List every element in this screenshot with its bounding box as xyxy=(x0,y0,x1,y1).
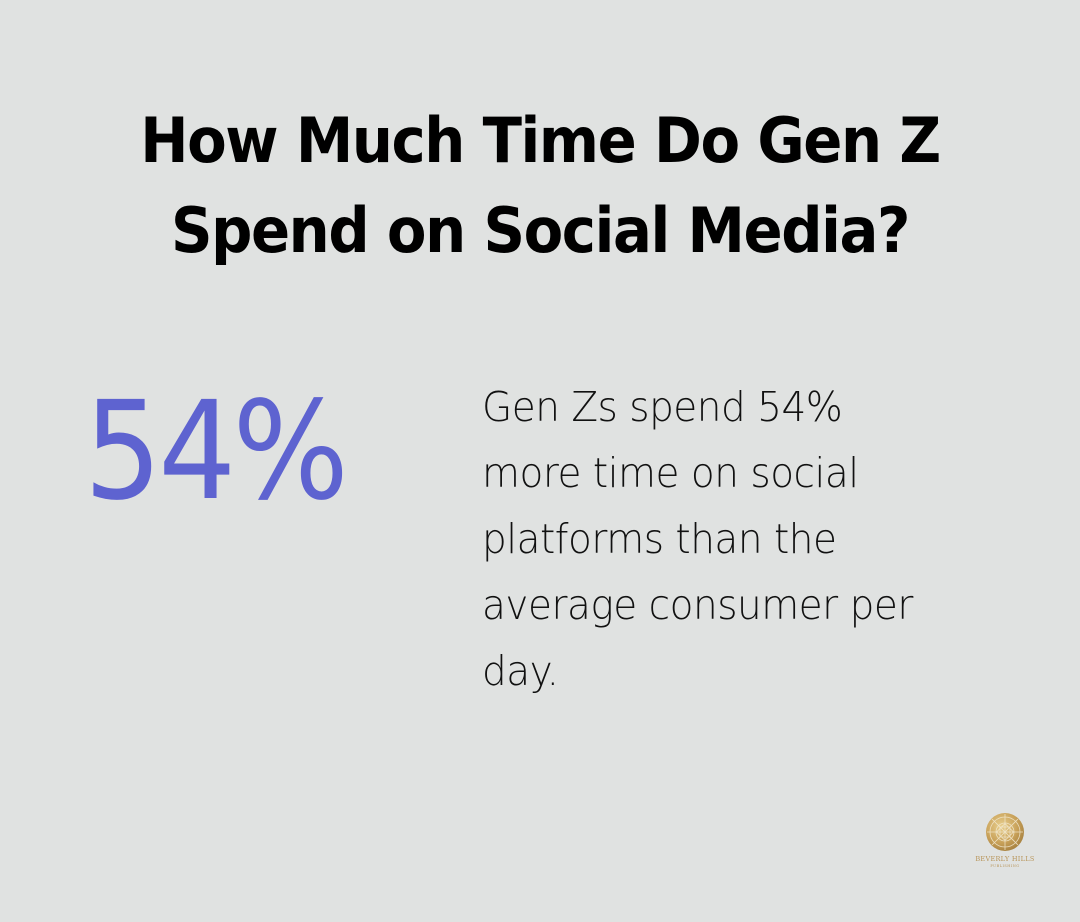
description-line: platforms than the xyxy=(482,515,837,563)
title-line-1: How Much Time Do Gen Z xyxy=(140,104,941,177)
ornamental-medallion-icon xyxy=(986,813,1024,851)
brand-logo: BEVERLY HILLS PUBLISHING xyxy=(970,812,1040,868)
description-line: average consumer per xyxy=(482,581,913,629)
logo-brand-text: BEVERLY HILLS xyxy=(975,855,1035,863)
description-line: Gen Zs spend 54% xyxy=(482,383,843,431)
page-title: How Much Time Do Gen Z Spend on Social M… xyxy=(38,96,1042,276)
description-line: more time on social xyxy=(482,449,859,497)
description-line: day. xyxy=(482,647,559,695)
title-line-2: Spend on Social Media? xyxy=(170,194,910,267)
stat-value: 54% xyxy=(84,373,349,531)
logo-sub-text: PUBLISHING xyxy=(990,864,1020,868)
stat-description: Gen Zs spend 54% more time on social pla… xyxy=(482,374,936,704)
